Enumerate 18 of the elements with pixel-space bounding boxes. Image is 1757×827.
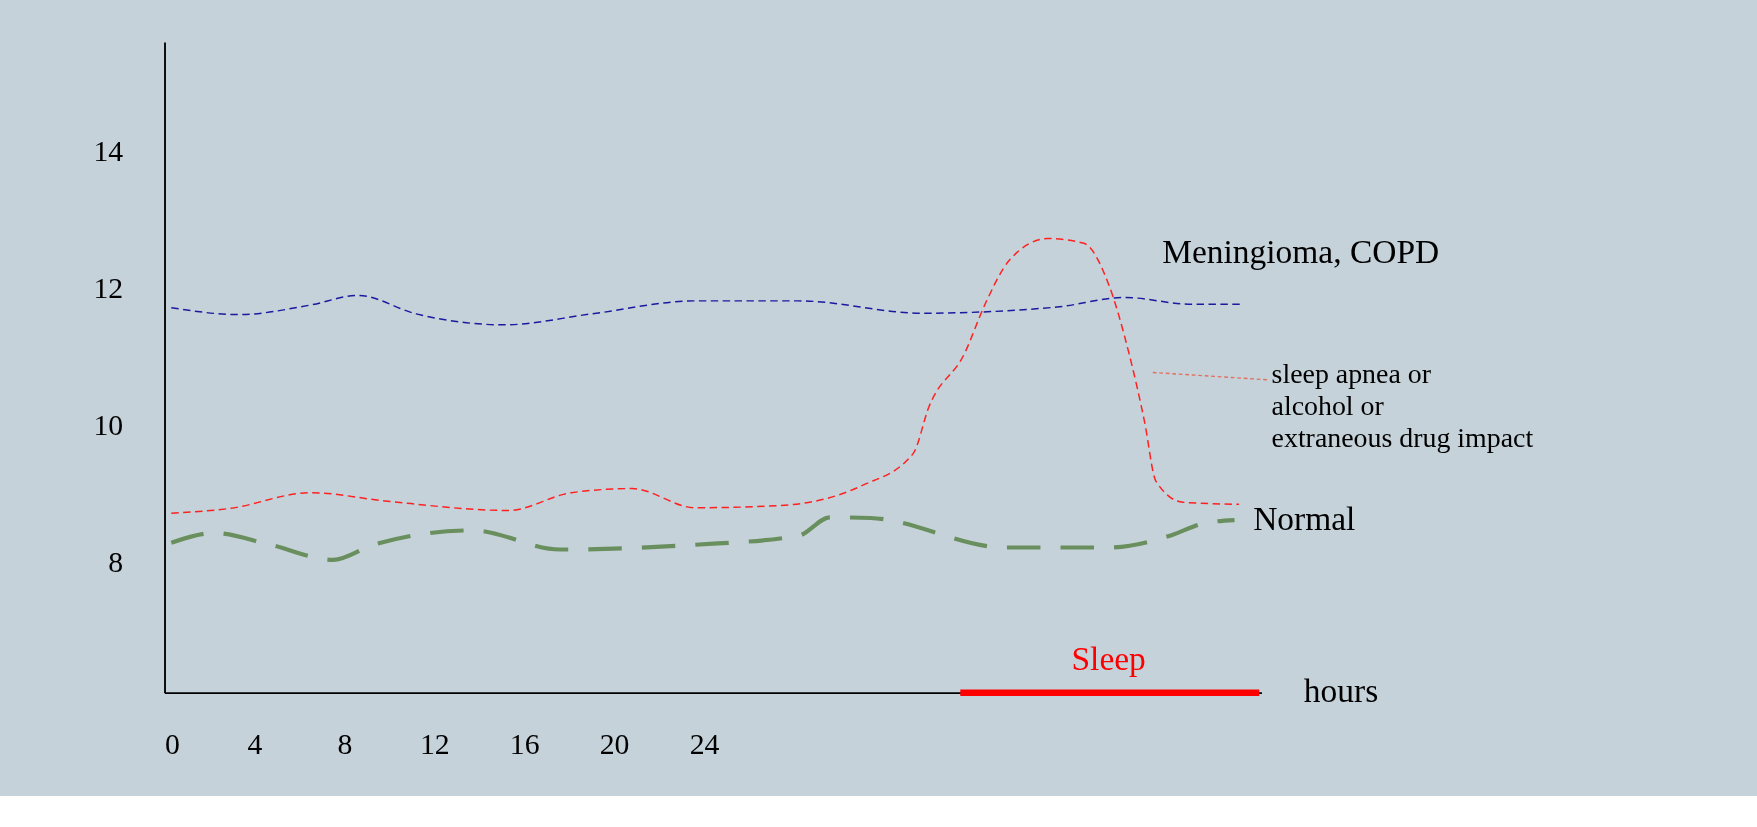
x-tick-label: 8: [337, 726, 353, 760]
x-tick-label: 0: [165, 726, 180, 760]
annotation: Sleep: [1071, 640, 1146, 678]
x-tick-label: 12: [419, 726, 450, 760]
series-label: Meningioma, COPD: [1162, 233, 1440, 271]
y-tick-label: 8: [108, 545, 124, 579]
x-tick-label: 16: [509, 726, 540, 760]
line-series: [170, 294, 1243, 326]
y-tick-label: 12: [93, 271, 124, 305]
line-series: [169, 515, 1237, 562]
y-tick-label: 10: [93, 408, 124, 442]
y-tick-label: 14: [93, 134, 124, 168]
x-tick-label: 20: [599, 726, 630, 760]
text: sleep apnea or alcohol or extraneous drug impact: [1271, 357, 1534, 453]
x-tick-label: 24: [689, 726, 720, 760]
x-axis-title: hours: [1303, 671, 1379, 709]
series-label: Normal: [1253, 500, 1356, 538]
x-tick-label: 4: [247, 726, 263, 760]
